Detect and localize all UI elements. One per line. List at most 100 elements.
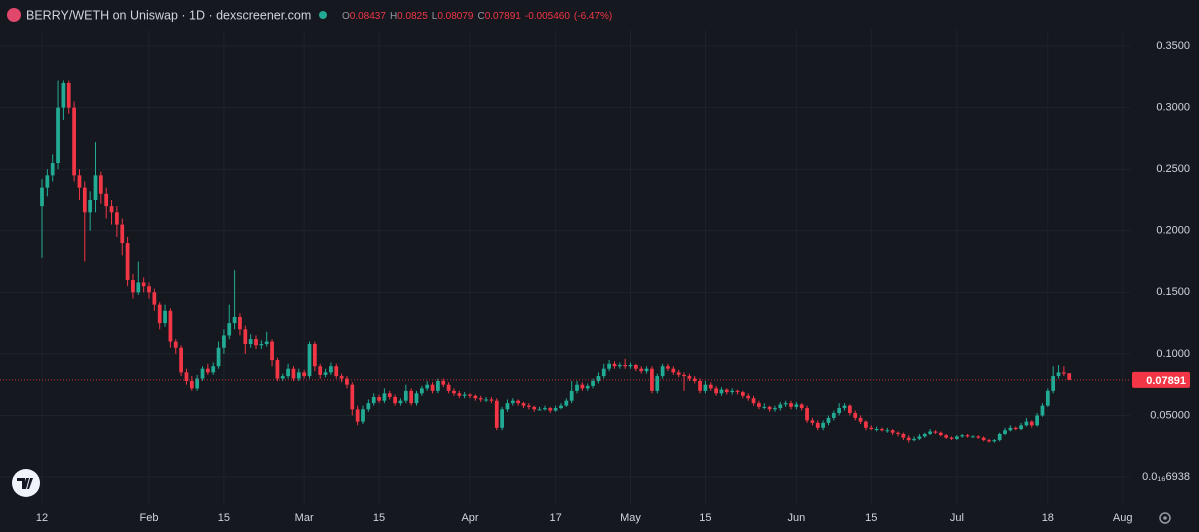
candle-body xyxy=(537,409,542,411)
candle-body xyxy=(40,187,44,207)
candle-body xyxy=(815,422,820,428)
candle-body xyxy=(382,393,387,401)
candle-body xyxy=(494,400,499,428)
grid xyxy=(0,30,1130,505)
settings-icon[interactable] xyxy=(1159,512,1171,524)
candle-body xyxy=(189,380,194,389)
candle-body xyxy=(751,398,756,404)
candle-body xyxy=(1035,415,1039,426)
candle-body xyxy=(403,390,408,401)
candle-body xyxy=(1013,427,1018,430)
candle-body xyxy=(569,390,574,401)
candle-body xyxy=(50,163,55,176)
candle-body xyxy=(93,175,98,200)
candle-body xyxy=(767,406,772,410)
candle-body xyxy=(735,390,740,393)
x-tick-label: 15 xyxy=(699,512,711,524)
candle-body xyxy=(885,430,890,432)
candles xyxy=(40,80,1072,443)
candle-body xyxy=(543,408,547,410)
candle-body xyxy=(334,366,339,377)
candle-body xyxy=(719,389,724,394)
candle-body xyxy=(633,364,638,369)
candle-body xyxy=(1045,390,1050,406)
candle-body xyxy=(740,392,745,396)
candle-body xyxy=(82,187,87,213)
candle-body xyxy=(831,413,836,418)
candle-body xyxy=(425,384,430,389)
candle-body xyxy=(773,408,777,410)
candle-body xyxy=(312,344,317,367)
x-tick-label: 15 xyxy=(373,512,385,524)
candle-body xyxy=(1061,372,1066,374)
x-tick-label: 17 xyxy=(549,512,561,524)
candle-body xyxy=(912,438,916,441)
candle-body xyxy=(66,82,71,108)
candle-body xyxy=(617,364,622,367)
candle-body xyxy=(965,435,970,437)
candle-body xyxy=(698,380,702,391)
candle-body xyxy=(505,403,510,410)
candle-body xyxy=(393,397,397,404)
x-tick-label: Apr xyxy=(461,512,478,524)
candle-body xyxy=(783,403,788,405)
candle-body xyxy=(987,440,991,442)
candle-body xyxy=(227,323,232,336)
candle-body xyxy=(938,432,943,436)
candle-body xyxy=(612,363,617,367)
low-label: L xyxy=(432,11,438,22)
candle-body xyxy=(232,316,237,324)
last-price-box xyxy=(1132,371,1190,388)
candle-body xyxy=(778,404,783,409)
candle-body xyxy=(468,394,472,396)
candle-body xyxy=(387,393,392,398)
candle-body xyxy=(607,363,611,369)
candle-body xyxy=(345,378,349,385)
candle-body xyxy=(264,341,269,345)
candle-body xyxy=(61,82,66,108)
candle-body xyxy=(826,417,831,423)
y-tick-label: 0.1000 xyxy=(1156,348,1190,360)
candle-body xyxy=(452,390,456,394)
candle-body xyxy=(179,347,183,373)
candle-body xyxy=(72,107,76,176)
candle-body xyxy=(371,397,376,404)
status-dot xyxy=(319,11,327,19)
candle-body xyxy=(971,436,975,438)
candle-body xyxy=(398,400,403,404)
candle-body xyxy=(847,405,852,414)
candle-body xyxy=(254,339,258,346)
candle-body xyxy=(270,341,274,361)
candle-body xyxy=(457,393,462,396)
close-label: C xyxy=(477,11,484,22)
candle-body xyxy=(976,436,981,438)
x-tick-label: May xyxy=(620,512,641,524)
y-tick-label: 0.1500 xyxy=(1156,286,1190,298)
candle-body xyxy=(1024,421,1029,426)
candle-body xyxy=(446,384,451,391)
candle-body xyxy=(666,366,670,369)
candle-body xyxy=(152,292,157,305)
candle-body xyxy=(591,380,595,386)
candle-body xyxy=(869,427,874,430)
candle-body xyxy=(762,406,767,408)
candle-body xyxy=(307,344,312,377)
candle-body xyxy=(302,372,307,377)
candle-body xyxy=(173,341,178,348)
candle-body xyxy=(687,376,692,379)
candle-body xyxy=(730,390,735,393)
candle-body xyxy=(601,368,606,377)
y-tick-label: 0.2000 xyxy=(1156,225,1190,237)
candle-body xyxy=(981,437,986,441)
candle-body xyxy=(580,384,585,389)
x-tick-label: Mar xyxy=(295,512,314,524)
x-tick-label: Aug xyxy=(1113,512,1133,524)
candle-body xyxy=(553,408,558,411)
tradingview-logo xyxy=(12,469,40,497)
candle-body xyxy=(205,368,210,373)
candle-body xyxy=(147,286,151,293)
candle-body xyxy=(296,372,301,379)
candle-body xyxy=(810,420,815,423)
candle-body xyxy=(564,400,569,406)
candle-body xyxy=(243,329,248,345)
